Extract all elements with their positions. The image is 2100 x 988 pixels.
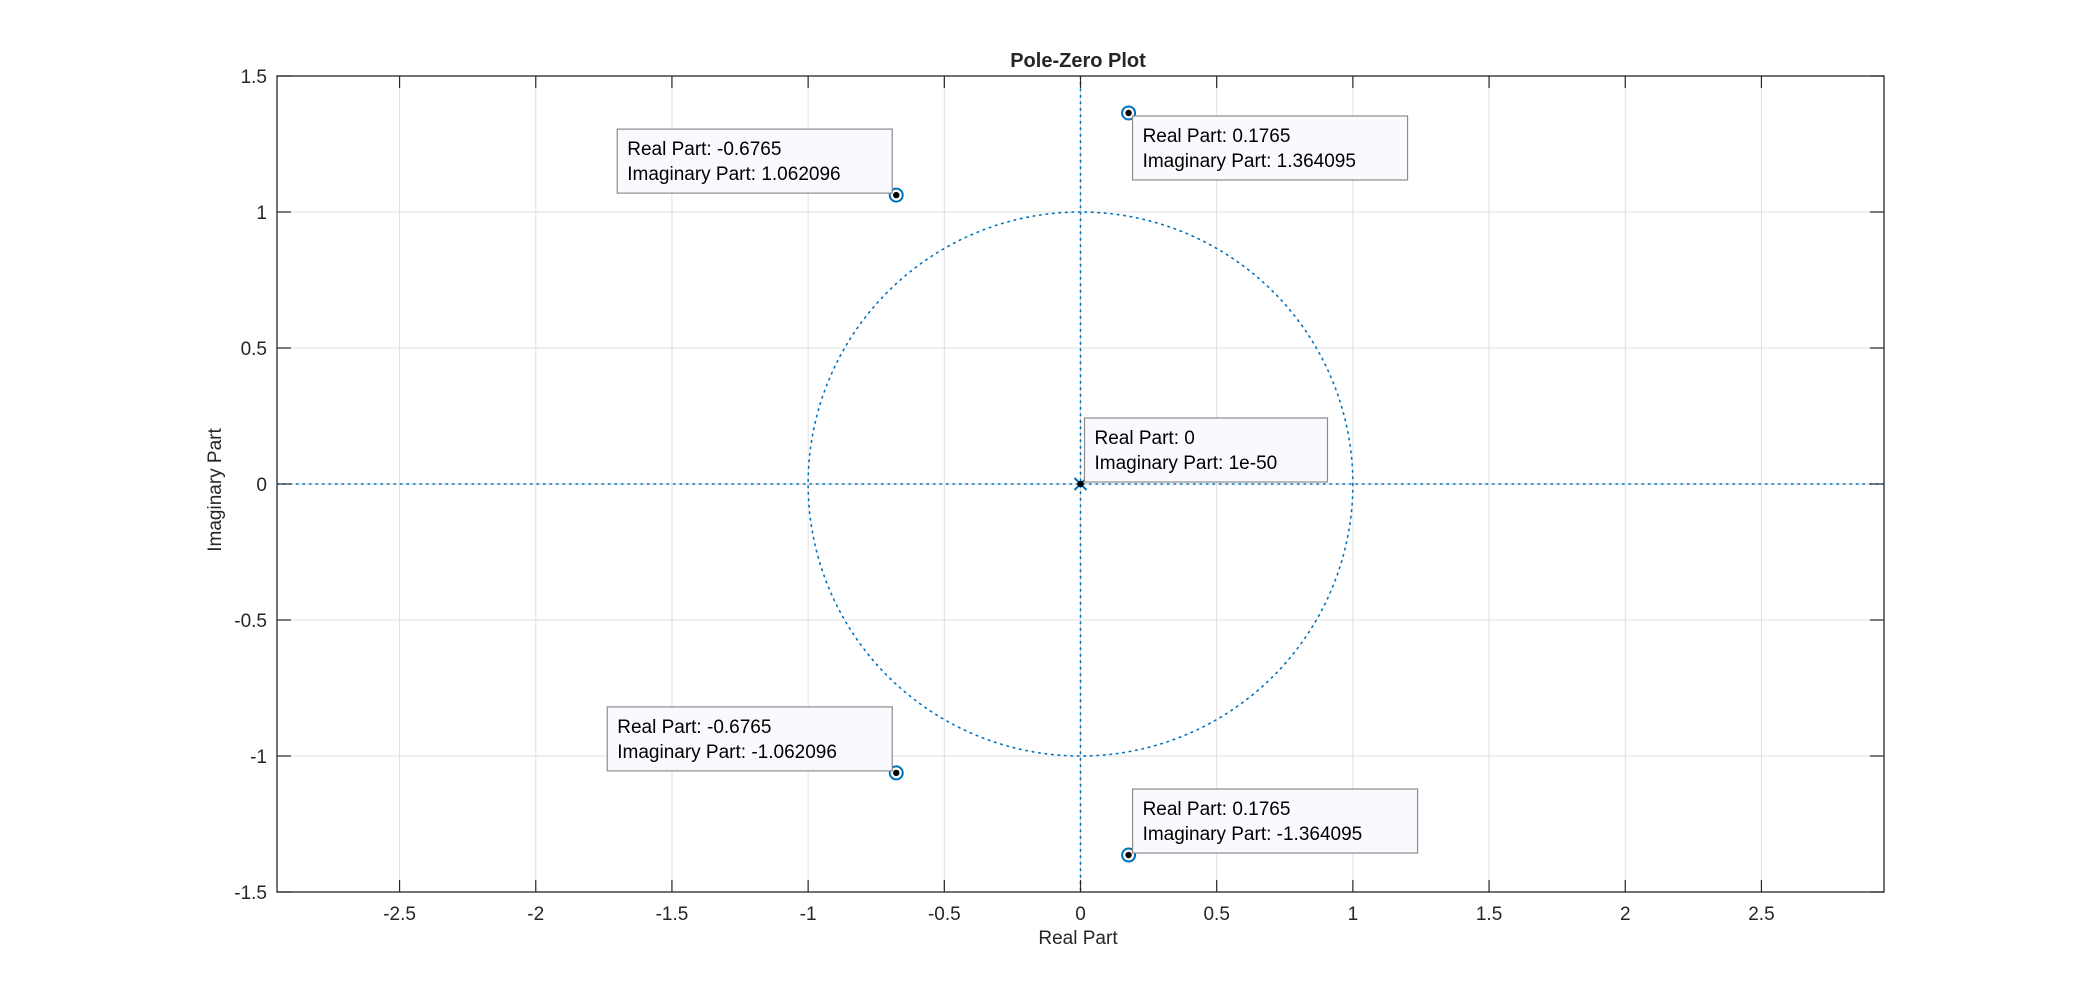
x-tick-label: -0.5 bbox=[928, 904, 961, 925]
zero-selected-dot bbox=[893, 191, 900, 199]
zero-selected-dot bbox=[1125, 109, 1132, 117]
markers bbox=[888, 105, 1137, 863]
zero-circle bbox=[888, 187, 904, 203]
datatip-box bbox=[1131, 115, 1409, 181]
datatip-line: Imaginary Part: 1e-50 bbox=[1095, 453, 1278, 474]
x-tick-label: 2 bbox=[1620, 904, 1631, 925]
zero-circle bbox=[888, 765, 904, 781]
datatip-line: Imaginary Part: -1.062096 bbox=[617, 742, 837, 763]
pole-selected-dot bbox=[1077, 480, 1084, 488]
unit-circle-path bbox=[807, 211, 1354, 757]
zero-marker bbox=[1121, 847, 1137, 863]
zero-marker bbox=[1121, 105, 1137, 121]
zero-selected-dot bbox=[893, 769, 900, 777]
y-tick-label: 1.5 bbox=[241, 67, 267, 88]
datatips: Real Part: 0.1765 Imaginary Part: 1.36409… bbox=[606, 115, 1419, 854]
unit-circle bbox=[807, 211, 1354, 757]
datatip-line: Real Part: 0 bbox=[1095, 428, 1195, 449]
zero-marker bbox=[888, 187, 904, 203]
datatip-box bbox=[1131, 788, 1419, 854]
datatip-box bbox=[616, 128, 893, 194]
datatip-box bbox=[606, 706, 893, 772]
x-tick-label: 1.5 bbox=[1476, 904, 1502, 925]
x-tick-label: 0.5 bbox=[1203, 904, 1229, 925]
zero-selected-dot bbox=[1125, 851, 1132, 859]
datatip-line: Real Part: 0.1765 bbox=[1143, 799, 1291, 820]
zero-circle bbox=[1121, 847, 1137, 863]
datatip-zero-1: Real Part: 0.1765 Imaginary Part: 1.36409… bbox=[1131, 115, 1409, 181]
datatip-zero-3: Real Part: -0.6765 Imaginary Part: -1.062… bbox=[606, 706, 893, 772]
chart-title: Pole-Zero Plot bbox=[1010, 50, 1146, 72]
y-tick-label: -1 bbox=[250, 747, 267, 768]
x-tick-label: -1 bbox=[800, 904, 817, 925]
y-tick-label: 0 bbox=[256, 475, 267, 496]
x-tick-label: -1.5 bbox=[656, 904, 689, 925]
x-ticks: -2.5 -2 -1.5 -1 -0.5 0 0.5 1 1.5 2 2.5 bbox=[383, 76, 1775, 925]
datatip-pole: Real Part: 0 Imaginary Part: 1e-50 bbox=[1083, 417, 1329, 483]
datatip-line: Imaginary Part: 1.364095 bbox=[1143, 151, 1356, 172]
datatip-zero-4: Real Part: 0.1765 Imaginary Part: -1.3640… bbox=[1131, 788, 1419, 854]
y-axis-label: Imaginary Part bbox=[205, 428, 226, 552]
x-tick-label: 2.5 bbox=[1748, 904, 1774, 925]
datatip-line: Real Part: -0.6765 bbox=[627, 139, 781, 160]
x-tick-label: 0 bbox=[1075, 904, 1086, 925]
y-tick-label: -0.5 bbox=[234, 611, 267, 632]
datatip-line: Real Part: 0.1765 bbox=[1143, 126, 1291, 147]
datatip-zero-2: Real Part: -0.6765 Imaginary Part: 1.0620… bbox=[616, 128, 893, 194]
y-tick-label: 1 bbox=[256, 203, 267, 224]
x-tick-label: 1 bbox=[1348, 904, 1359, 925]
datatip-line: Real Part: -0.6765 bbox=[617, 717, 771, 738]
zero-marker bbox=[888, 765, 904, 781]
x-tick-label: -2.5 bbox=[383, 904, 416, 925]
datatip-line: Imaginary Part: 1.062096 bbox=[627, 164, 840, 185]
datatip-line: Imaginary Part: -1.364095 bbox=[1143, 824, 1363, 845]
y-ticks: -1.5 -1 -0.5 0 0.5 1 1.5 bbox=[234, 67, 1884, 904]
x-tick-label: -2 bbox=[527, 904, 544, 925]
y-tick-label: 0.5 bbox=[241, 339, 267, 360]
x-axis-label: Real Part bbox=[1038, 928, 1118, 949]
zero-circle bbox=[1121, 105, 1137, 121]
y-tick-label: -1.5 bbox=[234, 883, 267, 904]
datatip-box bbox=[1083, 417, 1329, 483]
